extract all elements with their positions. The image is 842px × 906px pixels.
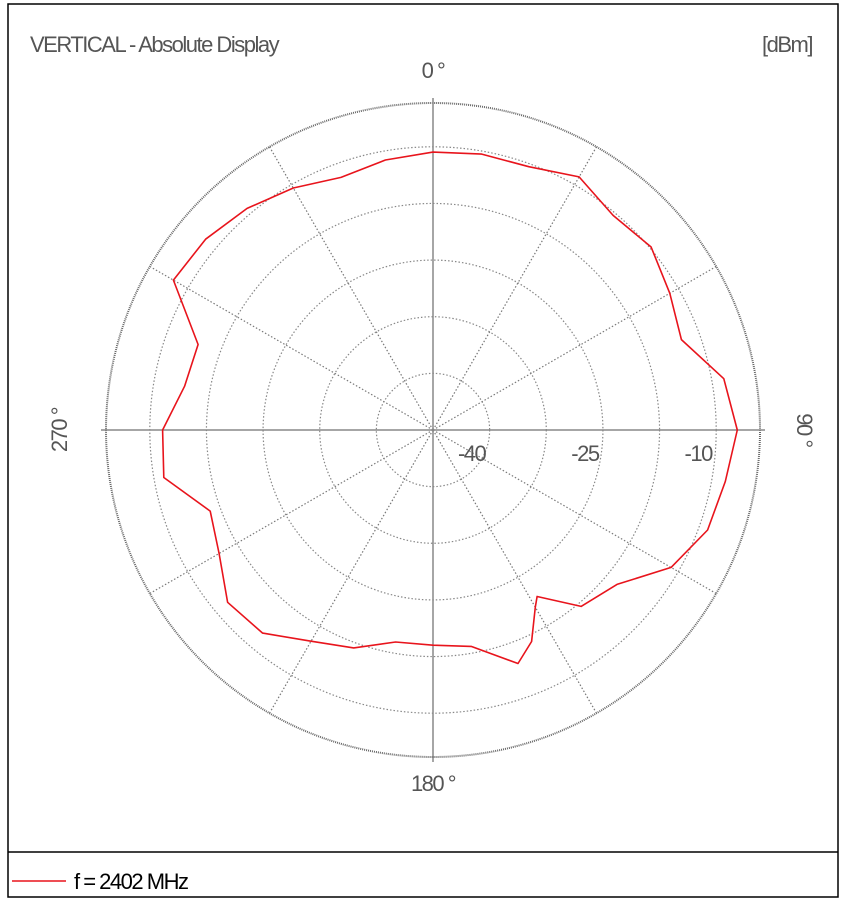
angle-label: 180 ° xyxy=(411,771,456,796)
plot: 0 ° 90 ° 180 ° 270 ° -40 -25 -10 xyxy=(47,58,817,796)
angle-label: 90 ° xyxy=(792,413,817,447)
chart-title: VERTICAL - Absolute Display xyxy=(30,32,280,57)
frame xyxy=(7,3,839,898)
legend-label: f = 2402 MHz xyxy=(74,869,188,894)
unit-label: [dBm] xyxy=(762,32,812,57)
r-tick-label: -10 xyxy=(685,441,714,466)
angle-label: 0 ° xyxy=(422,58,445,83)
angle-label: 270 ° xyxy=(47,407,72,452)
series-line xyxy=(161,151,739,665)
r-tick-label: -40 xyxy=(458,441,487,466)
r-tick-label: -25 xyxy=(571,441,600,466)
